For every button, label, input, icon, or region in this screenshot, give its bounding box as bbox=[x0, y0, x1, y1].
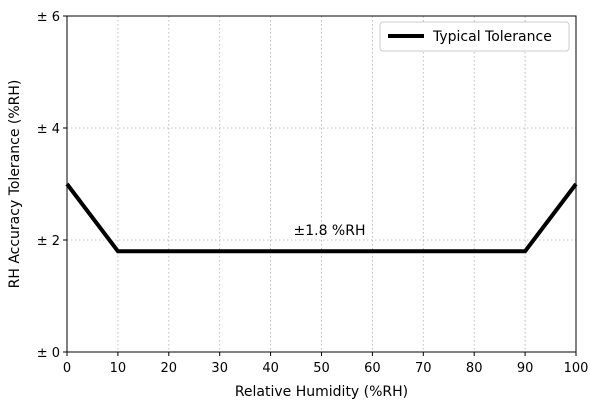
y-tick-label: ± 6 bbox=[37, 10, 60, 25]
x-tick-label: 10 bbox=[110, 361, 127, 376]
y-tick-label: ± 4 bbox=[37, 122, 60, 137]
x-tick-label: 100 bbox=[564, 361, 589, 376]
annotation-label: ±1.8 %RH bbox=[293, 223, 365, 239]
x-axis-title: Relative Humidity (%RH) bbox=[235, 384, 408, 400]
ticks: 0 10 20 30 40 50 60 70 80 90 100 ± 0 ± 2 ± 4 ± 6 bbox=[37, 10, 589, 376]
x-tick-label: 50 bbox=[313, 361, 330, 376]
series-layer bbox=[65, 182, 578, 254]
legend-label: Typical Tolerance bbox=[432, 29, 552, 45]
series-line bbox=[65, 182, 578, 254]
y-tick-label: ± 2 bbox=[37, 234, 60, 249]
y-axis-title: RH Accuracy Tolerance (%RH) bbox=[7, 80, 23, 289]
legend: Typical Tolerance bbox=[379, 21, 570, 52]
x-tick-label: 0 bbox=[63, 361, 71, 376]
x-tick-label: 70 bbox=[415, 361, 432, 376]
x-tick-label: 40 bbox=[262, 361, 279, 376]
y-tick-label: ± 0 bbox=[37, 346, 60, 361]
grid bbox=[66, 15, 577, 353]
x-tick-label: 20 bbox=[161, 361, 178, 376]
legend-box bbox=[379, 21, 570, 52]
x-tick-label: 30 bbox=[211, 361, 228, 376]
x-tick-label: 60 bbox=[364, 361, 381, 376]
x-tick-label: 80 bbox=[466, 361, 483, 376]
x-tick-label: 90 bbox=[517, 361, 534, 376]
